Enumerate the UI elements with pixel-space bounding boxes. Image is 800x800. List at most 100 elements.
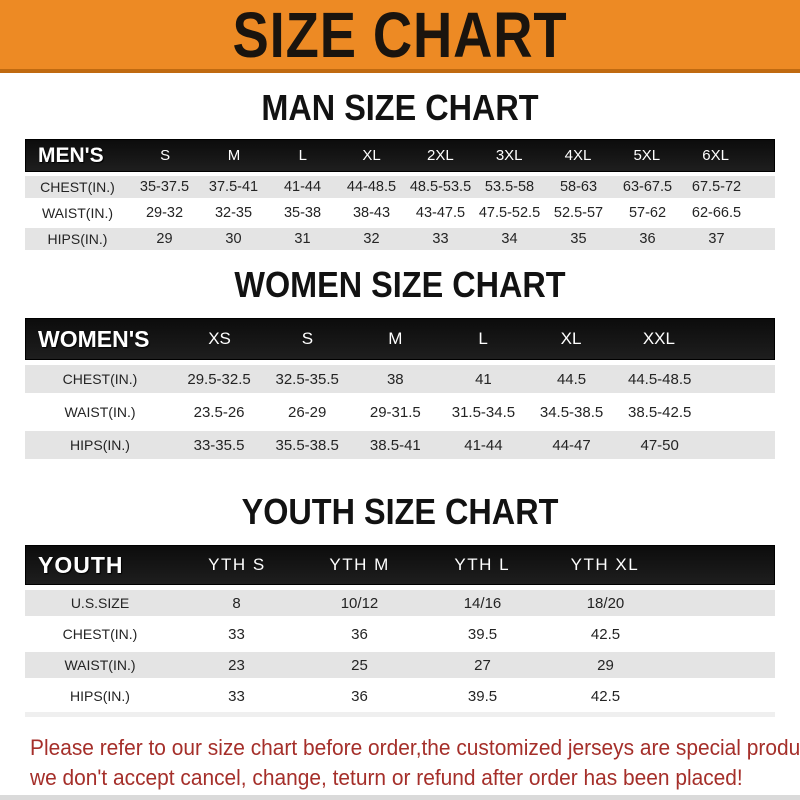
size-column-header: L xyxy=(478,329,488,348)
size-value-cell: 44-48.5 xyxy=(346,179,397,195)
size-column-header: L xyxy=(298,147,307,164)
table-row: CHEST(IN.) 29.5-32.5 32.5-35.5 38 41 44.5 44.5… xyxy=(25,365,775,393)
size-value-cell: 34.5-38.5 xyxy=(539,403,604,421)
women-table-header: WOMEN'S XS S M L XL XXL xyxy=(25,318,775,360)
size-column-header: YTH M xyxy=(329,555,390,574)
size-value-cell: 37 xyxy=(708,231,725,247)
size-value-cell: 29.5-32.5 xyxy=(187,370,251,388)
size-value-cell: 52.5-57 xyxy=(553,205,604,221)
size-value-cell: 29-31.5 xyxy=(369,403,421,421)
size-value-cell: 35 xyxy=(570,231,587,247)
row-label: WAIST(IN.) xyxy=(64,657,136,673)
table-row: HIPS(IN.) 29 30 31 32 33 34 35 36 37 xyxy=(25,228,775,250)
size-value-cell: 36 xyxy=(351,687,368,705)
size-value-cell: 23.5-26 xyxy=(193,403,245,421)
size-column-header: XL xyxy=(560,329,582,348)
men-size-table: MEN'S S M L XL 2XL 3XL 4XL 5XL 6XL CHEST(IN.) 35-3… xyxy=(25,139,775,250)
size-value-cell: 25 xyxy=(351,656,368,674)
size-value-cell: 8 xyxy=(232,594,241,612)
table-row: U.S.SIZE 8 10/12 14/16 18/20 xyxy=(25,590,775,616)
size-value-cell: 63-67.5 xyxy=(622,179,673,195)
table-corner-label: YOUTH xyxy=(38,551,124,578)
banner-title: SIZE CHART xyxy=(232,0,568,71)
table-row: CHEST(IN.) 33 36 39.5 42.5 xyxy=(25,621,775,647)
man-section-title: MAN SIZE CHART xyxy=(261,87,539,128)
size-value-cell: 29 xyxy=(597,656,614,674)
size-value-cell: 33 xyxy=(432,231,449,247)
size-value-cell: 44.5 xyxy=(556,370,587,388)
size-value-cell: 47.5-52.5 xyxy=(478,205,541,221)
men-table-header: MEN'S S M L XL 2XL 3XL 4XL 5XL 6XL xyxy=(25,139,775,172)
size-value-cell: 31 xyxy=(294,231,311,247)
size-value-cell: 30 xyxy=(225,231,242,247)
size-value-cell: 67.5-72 xyxy=(691,179,742,195)
size-value-cell: 47-50 xyxy=(640,436,679,454)
table-row: HIPS(IN.) 33-35.5 35.5-38.5 38.5-41 41-44 44-… xyxy=(25,431,775,459)
size-value-cell: 18/20 xyxy=(586,594,625,612)
table-row: CHEST(IN.) 35-37.5 37.5-41 41-44 44-48.5 48.5… xyxy=(25,176,775,198)
disclaimer-line-2: we don't accept cancel, change, teturn o… xyxy=(30,765,743,790)
size-value-cell: 41-44 xyxy=(283,179,322,195)
table-row: WAIST(IN.) 23.5-26 26-29 29-31.5 31.5-34.5 34… xyxy=(25,398,775,426)
table-row: WAIST(IN.) 29-32 32-35 35-38 38-43 43-47.5 47.… xyxy=(25,202,775,224)
size-value-cell: 53.5-58 xyxy=(484,179,535,195)
bottom-edge-strip xyxy=(0,795,800,800)
size-value-cell: 39.5 xyxy=(467,625,498,643)
size-column-header: S xyxy=(160,147,171,164)
size-value-cell: 58-63 xyxy=(559,179,598,195)
size-column-header: M xyxy=(227,147,241,164)
size-value-cell: 48.5-53.5 xyxy=(409,179,472,195)
size-value-cell: 32.5-35.5 xyxy=(275,370,339,388)
size-value-cell: 37.5-41 xyxy=(208,179,259,195)
size-value-cell: 38-43 xyxy=(352,205,391,221)
size-value-cell: 41 xyxy=(475,370,492,388)
row-label: WAIST(IN.) xyxy=(64,404,136,420)
size-value-cell: 33 xyxy=(228,687,245,705)
size-chart-banner: SIZE CHART xyxy=(0,0,800,73)
size-value-cell: 41-44 xyxy=(464,436,503,454)
table-row: WAIST(IN.) 23 25 27 29 xyxy=(25,652,775,678)
size-column-header: XL xyxy=(362,147,381,164)
women-size-table: WOMEN'S XS S M L XL XXL CHEST(IN.) 29.5-32.5 32.… xyxy=(25,318,775,459)
size-value-cell: 31.5-34.5 xyxy=(451,403,516,421)
size-value-cell: 35-37.5 xyxy=(139,179,190,195)
disclaimer-note: Please refer to our size chart before or… xyxy=(30,733,800,793)
size-column-header: YTH S xyxy=(208,555,266,574)
size-value-cell: 34 xyxy=(501,231,518,247)
size-value-cell: 33-35.5 xyxy=(193,436,245,454)
disclaimer-line-1: Please refer to our size chart before or… xyxy=(30,735,800,760)
row-label: HIPS(IN.) xyxy=(70,688,130,704)
row-label: HIPS(IN.) xyxy=(70,437,130,453)
youth-section-title: YOUTH SIZE CHART xyxy=(241,491,559,532)
row-label: CHEST(IN.) xyxy=(62,626,138,642)
youth-size-table: YOUTH YTH S YTH M YTH L YTH XL U.S.SIZE 8 10/1… xyxy=(25,545,775,709)
size-value-cell: 27 xyxy=(474,656,491,674)
size-column-header: 4XL xyxy=(564,147,592,164)
size-value-cell: 44-47 xyxy=(552,436,591,454)
size-column-header: XS xyxy=(208,329,231,348)
size-value-cell: 10/12 xyxy=(340,594,379,612)
youth-table-header: YOUTH YTH S YTH M YTH L YTH XL xyxy=(25,545,775,585)
size-column-header: 3XL xyxy=(495,147,523,164)
size-column-header: S xyxy=(301,329,314,348)
size-value-cell: 29 xyxy=(156,231,173,247)
size-column-header: 6XL xyxy=(702,147,729,164)
size-value-cell: 38.5-41 xyxy=(369,436,421,454)
size-value-cell: 14/16 xyxy=(463,594,502,612)
size-column-header: M xyxy=(388,329,403,348)
size-value-cell: 32 xyxy=(363,231,380,247)
size-value-cell: 35-38 xyxy=(283,205,322,221)
size-value-cell: 43-47.5 xyxy=(415,205,466,221)
size-value-cell: 26-29 xyxy=(288,403,327,421)
size-value-cell: 32-35 xyxy=(214,205,253,221)
table-row: HIPS(IN.) 33 36 39.5 42.5 xyxy=(25,683,775,709)
size-value-cell: 33 xyxy=(228,625,245,643)
size-value-cell: 62-66.5 xyxy=(691,205,742,221)
size-value-cell: 38.5-42.5 xyxy=(627,403,692,421)
size-value-cell: 42.5 xyxy=(590,625,621,643)
size-column-header: 5XL xyxy=(633,147,661,164)
size-value-cell: 57-62 xyxy=(628,205,667,221)
size-value-cell: 23 xyxy=(228,656,245,674)
size-column-header: 2XL xyxy=(427,147,454,164)
row-label: WAIST(IN.) xyxy=(41,205,114,221)
